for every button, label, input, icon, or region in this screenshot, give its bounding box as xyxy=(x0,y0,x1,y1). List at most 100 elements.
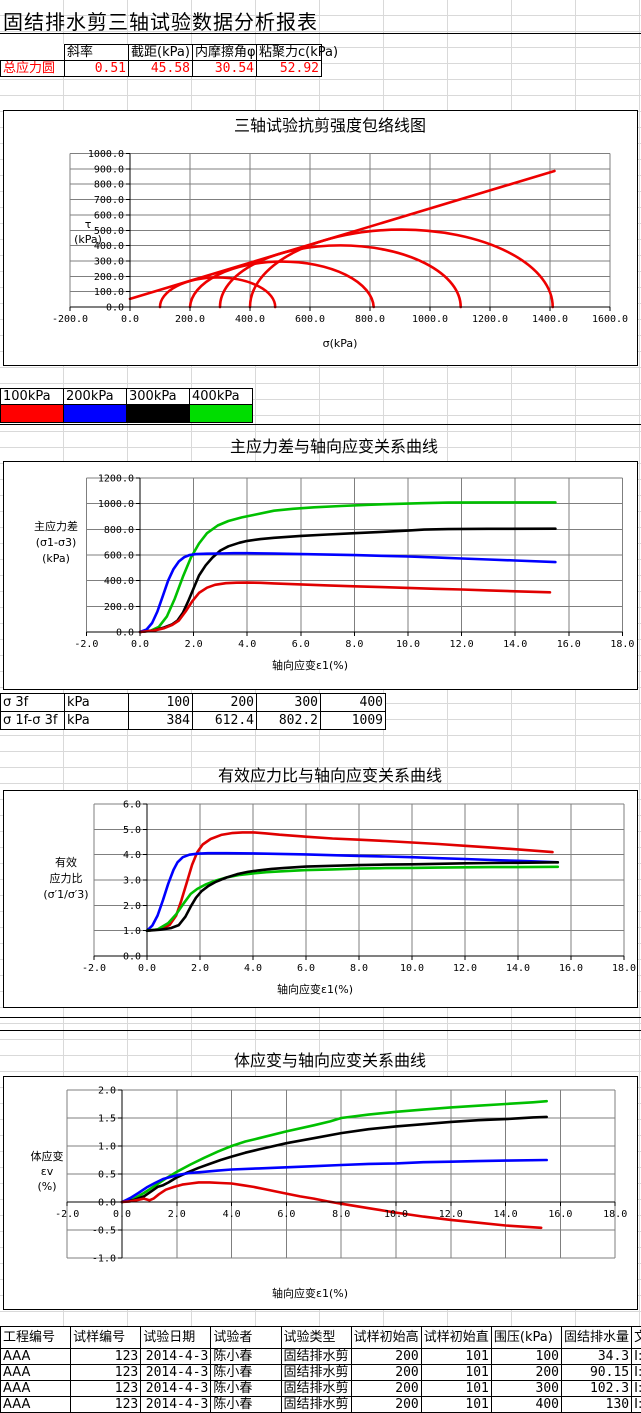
legend-label-400kpa[interactable]: 400kPa xyxy=(189,388,253,405)
svg-text:1.0: 1.0 xyxy=(98,1142,116,1153)
test-type-header[interactable]: 试验类型 xyxy=(280,1326,352,1349)
table-cell[interactable]: 300 xyxy=(490,1380,563,1397)
y-axis-title: (σ′1/σ′3) xyxy=(43,888,88,901)
table-cell[interactable]: 固结排水剪 xyxy=(280,1396,352,1413)
table-cell[interactable]: 200 xyxy=(350,1380,422,1397)
initial-height-header[interactable]: 试样初始高 xyxy=(350,1326,422,1349)
initial-diameter-header[interactable]: 试样初始直 xyxy=(420,1326,492,1349)
deviator-value-cell[interactable]: 384 xyxy=(128,711,193,730)
table-cell[interactable]: 固结排水剪 xyxy=(280,1364,352,1381)
svg-text:8.0: 8.0 xyxy=(332,1209,350,1220)
table-cell[interactable]: AAA xyxy=(0,1348,72,1365)
drainage-header[interactable]: 固结排水量 xyxy=(560,1326,633,1349)
table-cell[interactable]: 130 xyxy=(560,1396,633,1413)
table-cell[interactable]: 陈小春 xyxy=(210,1348,282,1365)
intercept-header-cell[interactable]: 截距(kPa) xyxy=(128,44,193,61)
table-cell[interactable]: 123 xyxy=(70,1364,142,1381)
sigma3f-value-cell[interactable]: 100 xyxy=(128,693,193,712)
legend-swatch-red[interactable] xyxy=(0,404,64,423)
table-cell[interactable]: 200 xyxy=(350,1348,422,1365)
svg-text:400.0: 400.0 xyxy=(235,314,265,325)
table-cell[interactable]: 2014-4-3 xyxy=(140,1348,212,1365)
stress-difference-chart[interactable]: 0.0 200.0 400.0 600.0 800.0 1000.0 1200.0 -2.0 0… xyxy=(3,437,638,690)
svg-text:1200.0: 1200.0 xyxy=(472,314,508,325)
table-cell[interactable]: 101 xyxy=(420,1348,492,1365)
svg-text:-2.0: -2.0 xyxy=(74,639,98,650)
table-cell[interactable]: 123 xyxy=(70,1396,142,1413)
svg-text:18.0: 18.0 xyxy=(603,1209,627,1220)
table-cell[interactable]: 200 xyxy=(350,1396,422,1413)
table-cell[interactable]: I:\公司\三 xyxy=(631,1396,641,1413)
table-cell[interactable]: 123 xyxy=(70,1348,142,1365)
stress-ratio-chart[interactable]: 0.0 1.0 2.0 3.0 4.0 5.0 6.0 -2.0 0.0 2.0 4.0 6.0 8.0… xyxy=(3,766,638,1008)
legend-swatch-green[interactable] xyxy=(189,404,253,423)
table-cell[interactable]: 102.3 xyxy=(560,1380,633,1397)
deviator-label-cell[interactable]: σ 1f-σ 3f xyxy=(0,711,65,730)
table-cell[interactable]: 200 xyxy=(350,1364,422,1381)
table-cell[interactable]: 固结排水剪 xyxy=(280,1380,352,1397)
svg-text:0.0: 0.0 xyxy=(98,1198,116,1209)
svg-text:-200.0: -200.0 xyxy=(52,314,88,325)
table-cell[interactable]: 34.3 xyxy=(560,1348,633,1365)
legend-label-200kpa[interactable]: 200kPa xyxy=(63,388,127,405)
shear-strength-envelope-chart[interactable]: 0.0 100.0 200.0 300.0 400.0 500.0 600.0 700.0 80… xyxy=(3,110,638,366)
confining-pressure-header[interactable]: 围压(kPa) xyxy=(490,1326,563,1349)
series-200kPa-line xyxy=(138,551,557,634)
table-cell[interactable]: 2014-4-3 xyxy=(140,1380,212,1397)
sample-id-header[interactable]: 试样编号 xyxy=(70,1326,142,1349)
report-title[interactable]: 固结排水剪三轴试验数据分析报表 xyxy=(3,10,318,34)
project-id-header[interactable]: 工程编号 xyxy=(0,1326,72,1349)
test-date-header[interactable]: 试验日期 xyxy=(140,1326,212,1349)
legend-label-300kpa[interactable]: 300kPa xyxy=(126,388,190,405)
tester-header[interactable]: 试验者 xyxy=(210,1326,282,1349)
title-underline xyxy=(0,33,641,34)
table-cell[interactable]: 200 xyxy=(490,1364,563,1381)
table-cell[interactable]: 123 xyxy=(70,1380,142,1397)
deviator-value-cell[interactable]: 612.4 xyxy=(192,711,257,730)
slope-header-cell[interactable]: 斜率 xyxy=(64,44,129,61)
svg-text:12.0: 12.0 xyxy=(453,963,477,974)
table-cell[interactable]: 400 xyxy=(490,1396,563,1413)
unit-cell[interactable]: kPa xyxy=(64,711,129,730)
svg-text:0.0: 0.0 xyxy=(121,314,139,325)
volumetric-strain-chart[interactable]: -1.0 -0.5 0.0 0.5 1.0 1.5 2.0 -2.0 0.0 2.0 4.0 6.0 8… xyxy=(3,1051,638,1310)
table-cell[interactable]: AAA xyxy=(0,1364,72,1381)
table-cell[interactable]: 101 xyxy=(420,1364,492,1381)
table-cell[interactable]: 2014-4-3 xyxy=(140,1364,212,1381)
table-cell[interactable]: AAA xyxy=(0,1396,72,1413)
legend-swatch-blue[interactable] xyxy=(63,404,127,423)
table-cell[interactable]: 陈小春 xyxy=(210,1396,282,1413)
table-cell[interactable]: 101 xyxy=(420,1396,492,1413)
total-stress-circle-label[interactable]: 总应力圆 xyxy=(0,60,65,77)
table-cell[interactable]: 90.15 xyxy=(560,1364,633,1381)
table-cell[interactable]: 2014-4-3 xyxy=(140,1396,212,1413)
table-cell[interactable]: 陈小春 xyxy=(210,1364,282,1381)
sigma3f-label-cell[interactable]: σ 3f xyxy=(0,693,65,712)
legend-label-100kpa[interactable]: 100kPa xyxy=(0,388,64,405)
table-cell[interactable]: AAA xyxy=(0,1380,72,1397)
cohesion-header-cell[interactable]: 粘聚力c(kPa) xyxy=(256,44,338,61)
table-cell[interactable]: 100 xyxy=(490,1348,563,1365)
friction-angle-header-cell[interactable]: 内摩擦角φ xyxy=(192,44,257,61)
series xyxy=(138,501,557,634)
friction-angle-value-cell[interactable]: 30.54 xyxy=(192,60,257,77)
empty-cell[interactable] xyxy=(1,45,65,61)
table-cell[interactable]: 陈小春 xyxy=(210,1380,282,1397)
sigma3f-value-cell[interactable]: 400 xyxy=(320,693,386,712)
sigma3f-value-cell[interactable]: 300 xyxy=(256,693,321,712)
cohesion-value-cell[interactable]: 52.92 xyxy=(256,60,322,77)
unit-cell[interactable]: kPa xyxy=(64,693,129,712)
deviator-value-cell[interactable]: 802.2 xyxy=(256,711,321,730)
slope-value-cell[interactable]: 0.51 xyxy=(64,60,129,77)
sigma3f-value-cell[interactable]: 200 xyxy=(192,693,257,712)
table-cell[interactable]: I:\公司\三 xyxy=(631,1364,641,1381)
deviator-value-cell[interactable]: 1009 xyxy=(320,711,386,730)
intercept-value-cell[interactable]: 45.58 xyxy=(128,60,193,77)
legend-swatch-black[interactable] xyxy=(126,404,190,423)
table-cell[interactable]: I:\公司\三 xyxy=(631,1380,641,1397)
file-path-header[interactable]: 文件地址 xyxy=(631,1326,641,1349)
table-cell[interactable]: I:\公司\三 xyxy=(631,1348,641,1365)
table-cell[interactable]: 固结排水剪 xyxy=(280,1348,352,1365)
section-divider xyxy=(0,424,641,425)
table-cell[interactable]: 101 xyxy=(420,1380,492,1397)
